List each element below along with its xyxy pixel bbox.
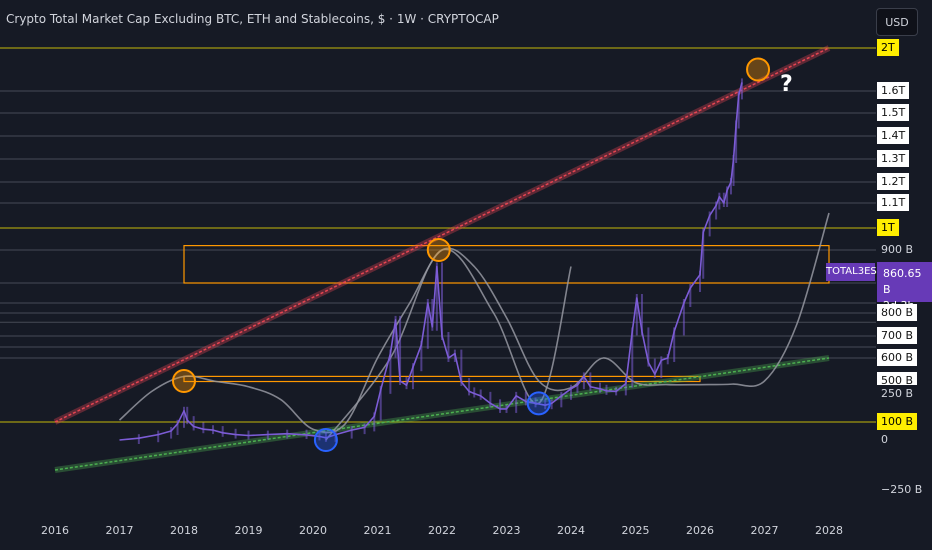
y-tick-label-5: 1.2T: [877, 173, 910, 190]
y-tick-label-16: −250 B: [877, 481, 927, 498]
price-series-line-0: [119, 82, 743, 441]
x-tick-label-3: 2019: [234, 524, 263, 537]
cycle-curves: [118, 212, 830, 441]
current-price-tag: 860.65 B 2d 3h: [877, 262, 932, 312]
y-tick-label-9: 800 B: [877, 304, 918, 321]
trend-lines: [53, 45, 831, 473]
y-tick-label-12: 500 B: [877, 372, 918, 389]
x-tick-label-1: 2017: [105, 524, 134, 537]
x-tick-label-7: 2023: [492, 524, 521, 537]
y-tick-label-10: 700 B: [877, 327, 918, 344]
x-tick-label-4: 2020: [299, 524, 327, 537]
y-tick-label-4: 1.3T: [877, 150, 910, 167]
x-tick-label-12: 2028: [815, 524, 843, 537]
y-tick-label-1: 1.6T: [877, 82, 910, 99]
y-tick-label-0: 2T: [877, 39, 899, 56]
cycle-curve: [118, 212, 830, 434]
y-tick-label-15: 0: [877, 431, 892, 448]
currency-button[interactable]: USD: [876, 8, 918, 36]
price-series: [119, 78, 743, 444]
price-zone-1: [183, 375, 701, 383]
x-tick-label-0: 2016: [41, 524, 69, 537]
current-price-value: 860.65 B: [883, 267, 922, 296]
top-marker-2: [746, 57, 771, 82]
cycle-markers: [172, 57, 771, 452]
y-tick-label-7: 1T: [877, 219, 899, 236]
x-tick-label-2: 2018: [170, 524, 198, 537]
x-tick-label-11: 2027: [750, 524, 779, 537]
y-tick-label-2: 1.5T: [877, 104, 910, 121]
top-marker-0: [172, 369, 196, 393]
x-tick-label-9: 2025: [621, 524, 650, 537]
x-tick-label-6: 2022: [428, 524, 456, 537]
y-tick-label-3: 1.4T: [877, 127, 910, 144]
resistance-trend-line: [54, 47, 830, 423]
symbol-tag: TOTAL3ES: [826, 263, 877, 281]
y-tick-label-14: 100 B: [877, 413, 918, 430]
chart-title: Crypto Total Market Cap Excluding BTC, E…: [6, 12, 499, 26]
top-marker-1: [426, 238, 451, 262]
y-tick-label-13: 250 B: [877, 385, 918, 402]
bar-countdown: 2d 3h: [883, 299, 915, 312]
y-tick-label-6: 1.1T: [877, 194, 910, 211]
horizontal-levels: [0, 47, 876, 423]
support-trend-line: [54, 357, 830, 471]
x-tick-label-10: 2026: [686, 524, 714, 537]
price-zone-0: [183, 245, 830, 284]
y-tick-label-8: 900 B: [877, 241, 918, 258]
x-tick-label-5: 2021: [363, 524, 392, 537]
bottom-marker-4: [526, 391, 551, 416]
bottom-marker-3: [313, 428, 338, 452]
y-tick-label-11: 600 B: [877, 349, 918, 366]
cycle-arc: [325, 248, 572, 441]
x-tick-label-8: 2024: [557, 524, 585, 537]
question-mark-annotation: ?: [780, 72, 793, 97]
